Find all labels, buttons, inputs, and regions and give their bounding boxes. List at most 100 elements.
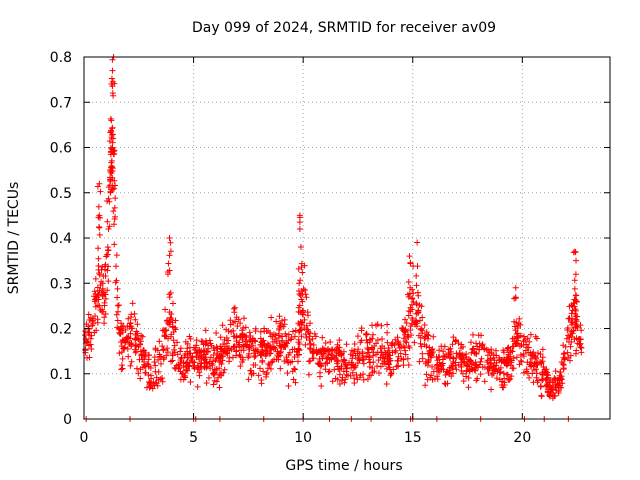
data-point: [518, 358, 525, 365]
data-point: [335, 365, 342, 372]
data-point: [520, 353, 527, 360]
data-point: [248, 342, 255, 349]
data-point: [334, 344, 341, 351]
data-point: [91, 288, 98, 295]
data-point: [116, 330, 123, 337]
data-point: [330, 353, 337, 360]
y-tick-label: 0.2: [50, 322, 72, 338]
data-point: [277, 343, 284, 350]
data-point: [384, 321, 391, 328]
data-point: [302, 331, 309, 338]
data-point: [506, 376, 513, 383]
data-point: [316, 373, 323, 380]
data-point: [418, 343, 425, 350]
data-point: [449, 370, 456, 377]
data-point: [290, 328, 297, 335]
data-point: [302, 291, 309, 298]
data-point: [211, 377, 218, 384]
data-point: [407, 323, 414, 330]
data-point: [240, 343, 247, 350]
data-point: [447, 345, 454, 352]
data-point: [223, 326, 230, 333]
data-point: [107, 189, 114, 196]
data-point: [210, 371, 217, 378]
data-point: [184, 354, 191, 361]
data-point: [422, 382, 429, 389]
data-point: [537, 351, 544, 358]
data-point: [263, 373, 270, 380]
data-point: [287, 336, 294, 343]
x-axis-label: GPS time / hours: [285, 458, 402, 474]
data-point: [534, 350, 541, 357]
data-point: [459, 351, 466, 358]
data-point: [134, 321, 141, 328]
data-point: [443, 368, 450, 375]
data-point: [512, 327, 519, 334]
data-point: [271, 336, 278, 343]
data-point: [517, 352, 524, 359]
data-point: [413, 323, 420, 330]
data-point: [199, 338, 206, 345]
data-point: [247, 332, 254, 339]
data-point: [453, 350, 460, 357]
data-point: [102, 295, 109, 302]
data-point: [572, 249, 579, 256]
data-point: [425, 332, 432, 339]
data-point: [532, 354, 539, 361]
data-point: [162, 327, 169, 334]
data-point: [497, 364, 504, 371]
data-point: [132, 346, 139, 353]
data-point: [96, 287, 103, 294]
data-point: [197, 360, 204, 367]
data-point: [351, 379, 358, 386]
data-point: [571, 277, 578, 284]
data-point: [339, 374, 346, 381]
data-point: [307, 330, 314, 337]
data-point: [267, 344, 274, 351]
data-point: [291, 333, 298, 340]
data-point: [167, 239, 174, 246]
data-point: [295, 351, 302, 358]
data-point: [360, 376, 367, 383]
data-point: [127, 330, 134, 337]
data-point: [96, 231, 103, 238]
data-point: [187, 379, 194, 386]
data-point: [291, 365, 298, 372]
data-point: [167, 314, 174, 321]
data-point: [294, 358, 301, 365]
data-point: [202, 341, 209, 348]
data-point: [350, 348, 357, 355]
data-point: [556, 384, 563, 391]
data-point: [296, 327, 303, 334]
data-point: [556, 372, 563, 379]
data-point: [515, 320, 522, 327]
data-point: [490, 363, 497, 370]
data-point: [276, 325, 283, 332]
data-point: [366, 354, 373, 361]
data-point: [118, 362, 125, 369]
data-point: [318, 383, 325, 390]
data-point: [441, 380, 448, 387]
data-point: [85, 329, 92, 336]
data-point: [465, 384, 472, 391]
data-point: [296, 280, 303, 287]
data-point: [268, 314, 275, 321]
data-point: [484, 359, 491, 366]
data-point: [216, 384, 223, 391]
data-point: [461, 359, 468, 366]
data-point: [118, 366, 125, 373]
data-point: [418, 303, 425, 310]
data-point: [534, 379, 541, 386]
data-point: [469, 346, 476, 353]
data-point: [413, 301, 420, 308]
data-point: [205, 374, 212, 381]
data-point: [452, 362, 459, 369]
data-point: [343, 371, 350, 378]
data-point: [239, 333, 246, 340]
data-point: [427, 374, 434, 381]
data-point: [527, 331, 534, 338]
data-point: [478, 342, 485, 349]
data-point: [219, 347, 226, 354]
data-point: [578, 349, 585, 356]
data-point: [544, 372, 551, 379]
